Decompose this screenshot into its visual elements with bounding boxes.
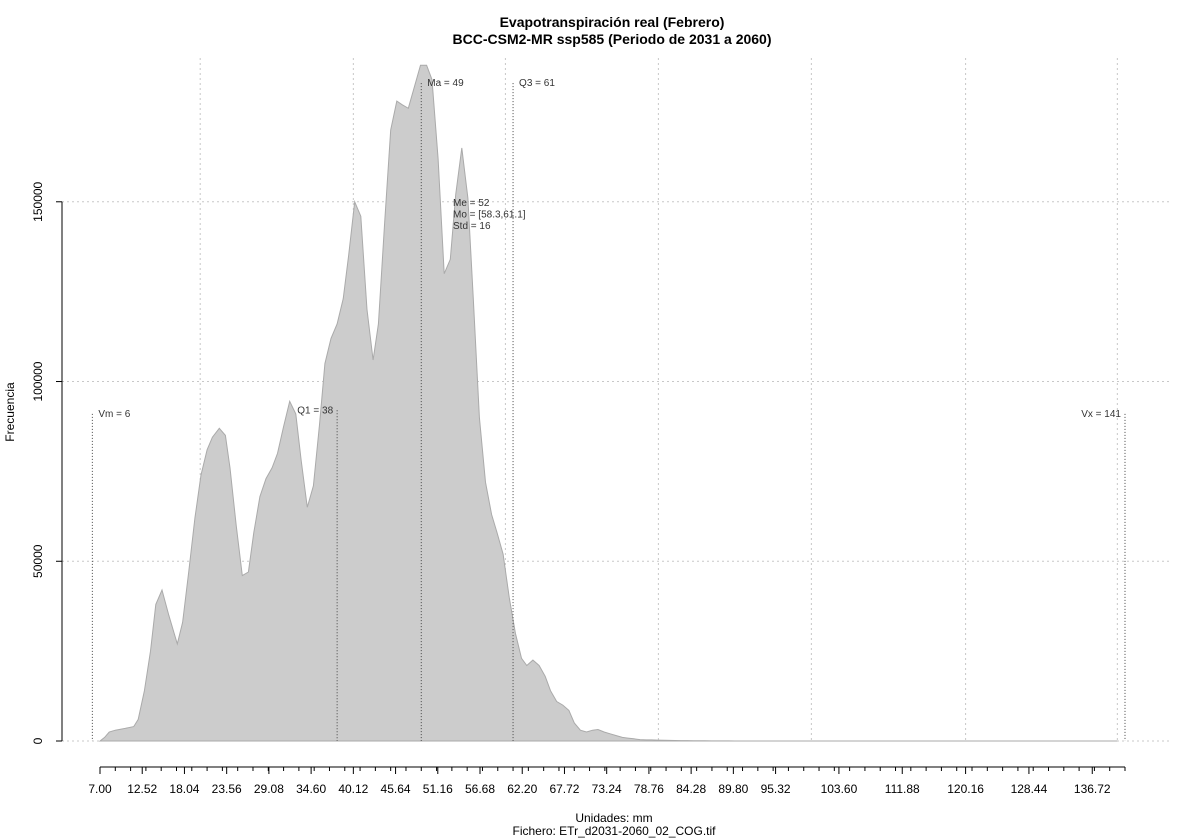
x-tick-label-2: 18.04 [169, 782, 199, 796]
y-tick-label-3: 150000 [31, 181, 45, 221]
x-tick-label-8: 51.16 [423, 782, 453, 796]
y-tick-label-0: 0 [31, 737, 45, 744]
marker-label-3: Q3 = 61 [519, 78, 555, 89]
x-tick-label-11: 67.72 [549, 782, 579, 796]
file-caption: Fichero: ETr_d2031-2060_02_COG.tif [513, 824, 717, 838]
x-tick-label-0: 7.00 [88, 782, 112, 796]
marker-label-2: Ma = 49 [427, 78, 464, 89]
x-tick-label-21: 136.72 [1074, 782, 1111, 796]
y-axis: 0 50000 100000 150000 [31, 181, 63, 744]
x-tick-label-4: 29.08 [254, 782, 284, 796]
stats-line-0: Me = 52 [453, 198, 490, 209]
x-tick-label-15: 89.80 [718, 782, 748, 796]
x-axis-label: Unidades: mm [575, 811, 652, 825]
frequency-area [98, 64, 1118, 742]
x-tick-label-5: 34.60 [296, 782, 326, 796]
marker-label-4: Vx = 141 [1081, 409, 1121, 420]
x-tick-label-10: 62.20 [507, 782, 537, 796]
marker-label-0: Vm = 6 [98, 409, 130, 420]
x-tick-label-14: 84.28 [676, 782, 706, 796]
stats-line-1: Mo = [58.3,61.1] [453, 210, 526, 221]
chart-subtitle: BCC-CSM2-MR ssp585 (Periodo de 2031 a 20… [453, 31, 772, 47]
x-tick-label-16: 95.32 [761, 782, 791, 796]
y-tick-label-1: 50000 [31, 544, 45, 578]
chart-title: Evapotranspiración real (Febrero) [500, 14, 725, 30]
x-tick-label-1: 12.52 [127, 782, 157, 796]
x-tick-label-12: 73.24 [592, 782, 622, 796]
x-axis: 7.00 12.52 18.04 23.56 29.08 34.60 40.12 45.64 5… [88, 766, 1126, 796]
x-tick-label-17: 103.60 [821, 782, 858, 796]
marker-label-1: Q1 = 38 [297, 405, 333, 416]
x-tick-label-6: 40.12 [338, 782, 368, 796]
x-tick-label-13: 78.76 [634, 782, 664, 796]
x-tick-label-19: 120.16 [947, 782, 984, 796]
y-tick-label-2: 100000 [31, 361, 45, 401]
x-tick-label-7: 45.64 [381, 782, 411, 796]
x-tick-label-18: 111.88 [885, 782, 920, 796]
stats-line-2: Std = 16 [453, 221, 491, 232]
y-axis-label: Frecuencia [3, 382, 17, 442]
x-tick-label-3: 23.56 [212, 782, 242, 796]
x-tick-label-9: 56.68 [465, 782, 495, 796]
x-tick-label-20: 128.44 [1011, 782, 1048, 796]
statistic-markers: Vm = 6 Q1 = 38 Ma = 49 Q3 = 61 Vx = 141 [91, 78, 1126, 741]
